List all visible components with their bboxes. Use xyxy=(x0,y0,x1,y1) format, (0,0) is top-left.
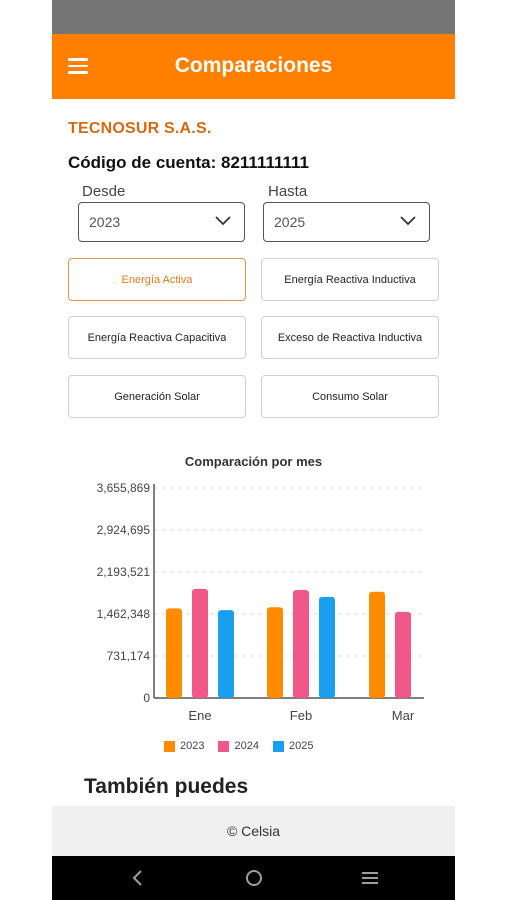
to-label: Hasta xyxy=(268,183,308,200)
account-code: Código de cuenta: 8211111111 xyxy=(68,153,309,172)
to-year-value: 2025 xyxy=(274,214,306,230)
legend-swatch xyxy=(272,740,284,752)
bar-2023-Feb xyxy=(267,607,283,698)
y-tick-label: 3,655,869 xyxy=(97,481,151,495)
y-tick-label: 0 xyxy=(143,691,150,705)
status-bar xyxy=(52,0,455,34)
tab-energia-activa[interactable]: Energía Activa xyxy=(68,258,246,301)
y-tick-label: 2,193,521 xyxy=(97,565,151,579)
more-options-heading: También puedes xyxy=(84,775,249,797)
system-nav-bar xyxy=(52,856,455,900)
x-tick-label: Ene xyxy=(188,708,211,723)
legend-swatch xyxy=(164,740,175,752)
chevron-down-icon xyxy=(400,216,416,226)
bar-2023-Ene xyxy=(166,608,182,698)
back-icon[interactable] xyxy=(126,866,150,890)
tab-energia-reactiva-inductiva[interactable]: Energía Reactiva Inductiva xyxy=(261,258,439,301)
tab-exceso-reactiva-inductiva[interactable]: Exceso de Reactiva Inductiva xyxy=(261,316,439,359)
company-name: TECNOSUR S.A.S. xyxy=(68,120,212,137)
legend-label: 2025 xyxy=(288,740,314,752)
x-tick-label: Feb xyxy=(290,708,312,723)
to-year-select[interactable]: 2025 xyxy=(263,202,430,242)
y-tick-label: 731,174 xyxy=(107,649,151,663)
app-screen: Comparaciones TECNOSUR S.A.S. Código de … xyxy=(52,34,455,856)
bar-2024-Ene xyxy=(192,588,208,698)
y-tick-label: 2,924,695 xyxy=(97,523,151,537)
bar-2024-Mar xyxy=(395,611,411,698)
chart-legend: 2023 2024 2025 xyxy=(164,740,313,752)
bar-2025-Feb xyxy=(319,596,335,698)
legend-item-2025[interactable]: 2025 xyxy=(272,740,314,752)
x-tick-label: Mar xyxy=(392,708,415,723)
page-title: Comparaciones xyxy=(174,54,333,77)
from-label: Desde xyxy=(82,183,126,200)
y-tick-label: 1,462,348 xyxy=(97,607,151,621)
from-year-select[interactable]: 2023 xyxy=(78,202,245,242)
footer-copyright: © Celsia xyxy=(226,823,281,839)
recents-icon[interactable] xyxy=(358,866,382,890)
legend-item-2024[interactable]: 2024 xyxy=(218,740,259,752)
chevron-down-icon xyxy=(215,216,231,226)
bar-2024-Feb xyxy=(293,590,309,698)
from-year-value: 2023 xyxy=(89,214,121,230)
chart-title: Comparación por mes xyxy=(184,454,323,469)
app-bar: Comparaciones xyxy=(52,34,455,99)
tab-generacion-solar[interactable]: Generación Solar xyxy=(68,375,246,418)
legend-swatch xyxy=(218,740,230,752)
legend-label: 2024 xyxy=(234,740,259,752)
bar-2025-Ene xyxy=(218,610,234,698)
comparison-bar-chart: 0 731,174 1,462,348 2,193,521 2,924,695 3,655… xyxy=(97,481,424,723)
bar-2023-Mar xyxy=(369,591,385,698)
hamburger-menu-icon[interactable] xyxy=(68,58,88,74)
home-icon[interactable] xyxy=(242,866,266,890)
legend-label: 2023 xyxy=(180,740,205,752)
footer: © Celsia xyxy=(52,806,455,856)
legend-item-2023[interactable]: 2023 xyxy=(164,740,204,752)
tab-energia-reactiva-capacitiva[interactable]: Energía Reactiva Capacitiva xyxy=(68,316,246,359)
tab-consumo-solar[interactable]: Consumo Solar xyxy=(261,375,439,418)
